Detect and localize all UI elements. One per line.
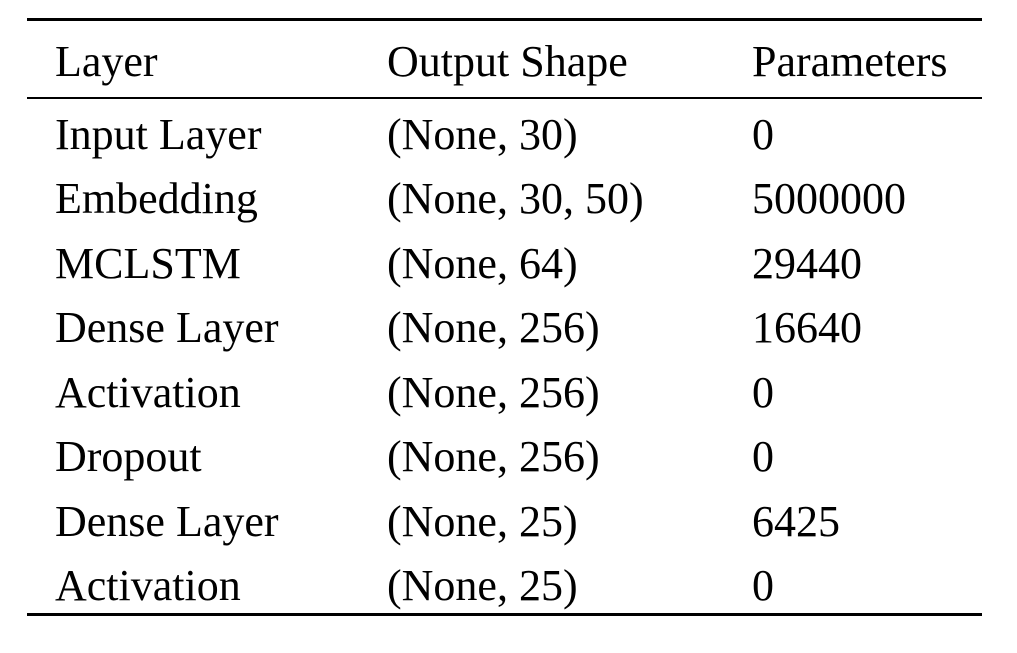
cell-layer: Dense Layer	[55, 497, 279, 546]
cell-parameters: 6425	[752, 497, 840, 546]
cell-output-shape: (None, 30, 50)	[387, 174, 644, 223]
table-row: Input Layer (None, 30) 0	[0, 103, 1017, 167]
table-header-rule	[27, 97, 982, 99]
header-layer: Layer	[55, 37, 158, 86]
table-header-row: Layer Output Shape Parameters	[0, 30, 1017, 94]
cell-output-shape: (None, 30)	[387, 110, 578, 159]
cell-parameters: 29440	[752, 239, 862, 288]
cell-parameters: 0	[752, 432, 774, 481]
header-output-shape: Output Shape	[387, 37, 628, 86]
cell-parameters: 5000000	[752, 174, 906, 223]
cell-output-shape: (None, 256)	[387, 432, 600, 481]
table-row: Dense Layer (None, 25) 6425	[0, 490, 1017, 554]
cell-parameters: 0	[752, 110, 774, 159]
cell-output-shape: (None, 25)	[387, 561, 578, 610]
table-bottom-rule	[27, 613, 982, 616]
cell-layer: Activation	[55, 368, 241, 417]
cell-parameters: 0	[752, 368, 774, 417]
cell-layer: Dropout	[55, 432, 202, 481]
header-parameters: Parameters	[752, 37, 948, 86]
table-row: Activation (None, 256) 0	[0, 361, 1017, 425]
table-row: Activation (None, 25) 0	[0, 554, 1017, 618]
cell-layer: Activation	[55, 561, 241, 610]
cell-layer: Input Layer	[55, 110, 262, 159]
cell-parameters: 16640	[752, 303, 862, 352]
cell-layer: Embedding	[55, 174, 258, 223]
table-row: MCLSTM (None, 64) 29440	[0, 232, 1017, 296]
table-row: Embedding (None, 30, 50) 5000000	[0, 167, 1017, 231]
cell-output-shape: (None, 256)	[387, 368, 600, 417]
table-top-rule	[27, 18, 982, 21]
cell-output-shape: (None, 64)	[387, 239, 578, 288]
cell-output-shape: (None, 25)	[387, 497, 578, 546]
table-row: Dropout (None, 256) 0	[0, 425, 1017, 489]
cell-layer: MCLSTM	[55, 239, 241, 288]
cell-output-shape: (None, 256)	[387, 303, 600, 352]
table-row: Dense Layer (None, 256) 16640	[0, 296, 1017, 360]
cell-parameters: 0	[752, 561, 774, 610]
cell-layer: Dense Layer	[55, 303, 279, 352]
